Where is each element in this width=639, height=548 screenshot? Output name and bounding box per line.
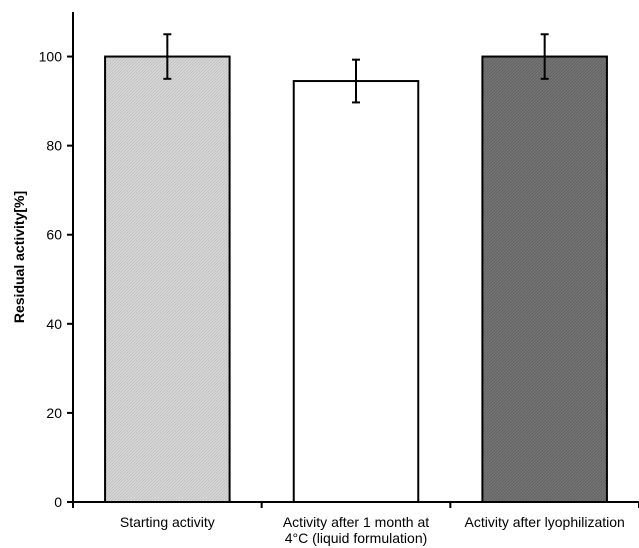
y-tick-label-100: 100	[39, 49, 63, 65]
x-tick-label-line: 4°C (liquid formulation)	[285, 530, 428, 546]
x-tick-label-line: Activity after lyophilization	[465, 514, 625, 530]
y-tick-label-40: 40	[46, 316, 62, 332]
labels-layer: Starting activity Activity after 1 month …	[39, 49, 625, 546]
x-tick-label-1: Starting activity	[120, 514, 215, 530]
error-bars-layer	[163, 33, 549, 104]
x-tick-label-3: Activity after lyophilization	[465, 514, 625, 530]
y-tick-label-60: 60	[46, 227, 62, 243]
x-tick-label-line: Starting activity	[120, 514, 215, 530]
bar-1	[104, 55, 231, 504]
axes-layer	[67, 12, 639, 508]
bars-layer	[104, 55, 608, 504]
y-axis-title: Residual activity[%]	[11, 191, 27, 323]
x-tick-label-2: Activity after 1 month at 4°C (liquid for…	[283, 514, 429, 546]
x-tick-label-line: Activity after 1 month at	[283, 514, 429, 530]
y-tick-label-80: 80	[46, 138, 62, 154]
y-tick-label-0: 0	[54, 494, 62, 510]
bar-3	[481, 55, 608, 504]
y-tick-label-20: 20	[46, 405, 62, 421]
bar-2	[292, 80, 420, 504]
